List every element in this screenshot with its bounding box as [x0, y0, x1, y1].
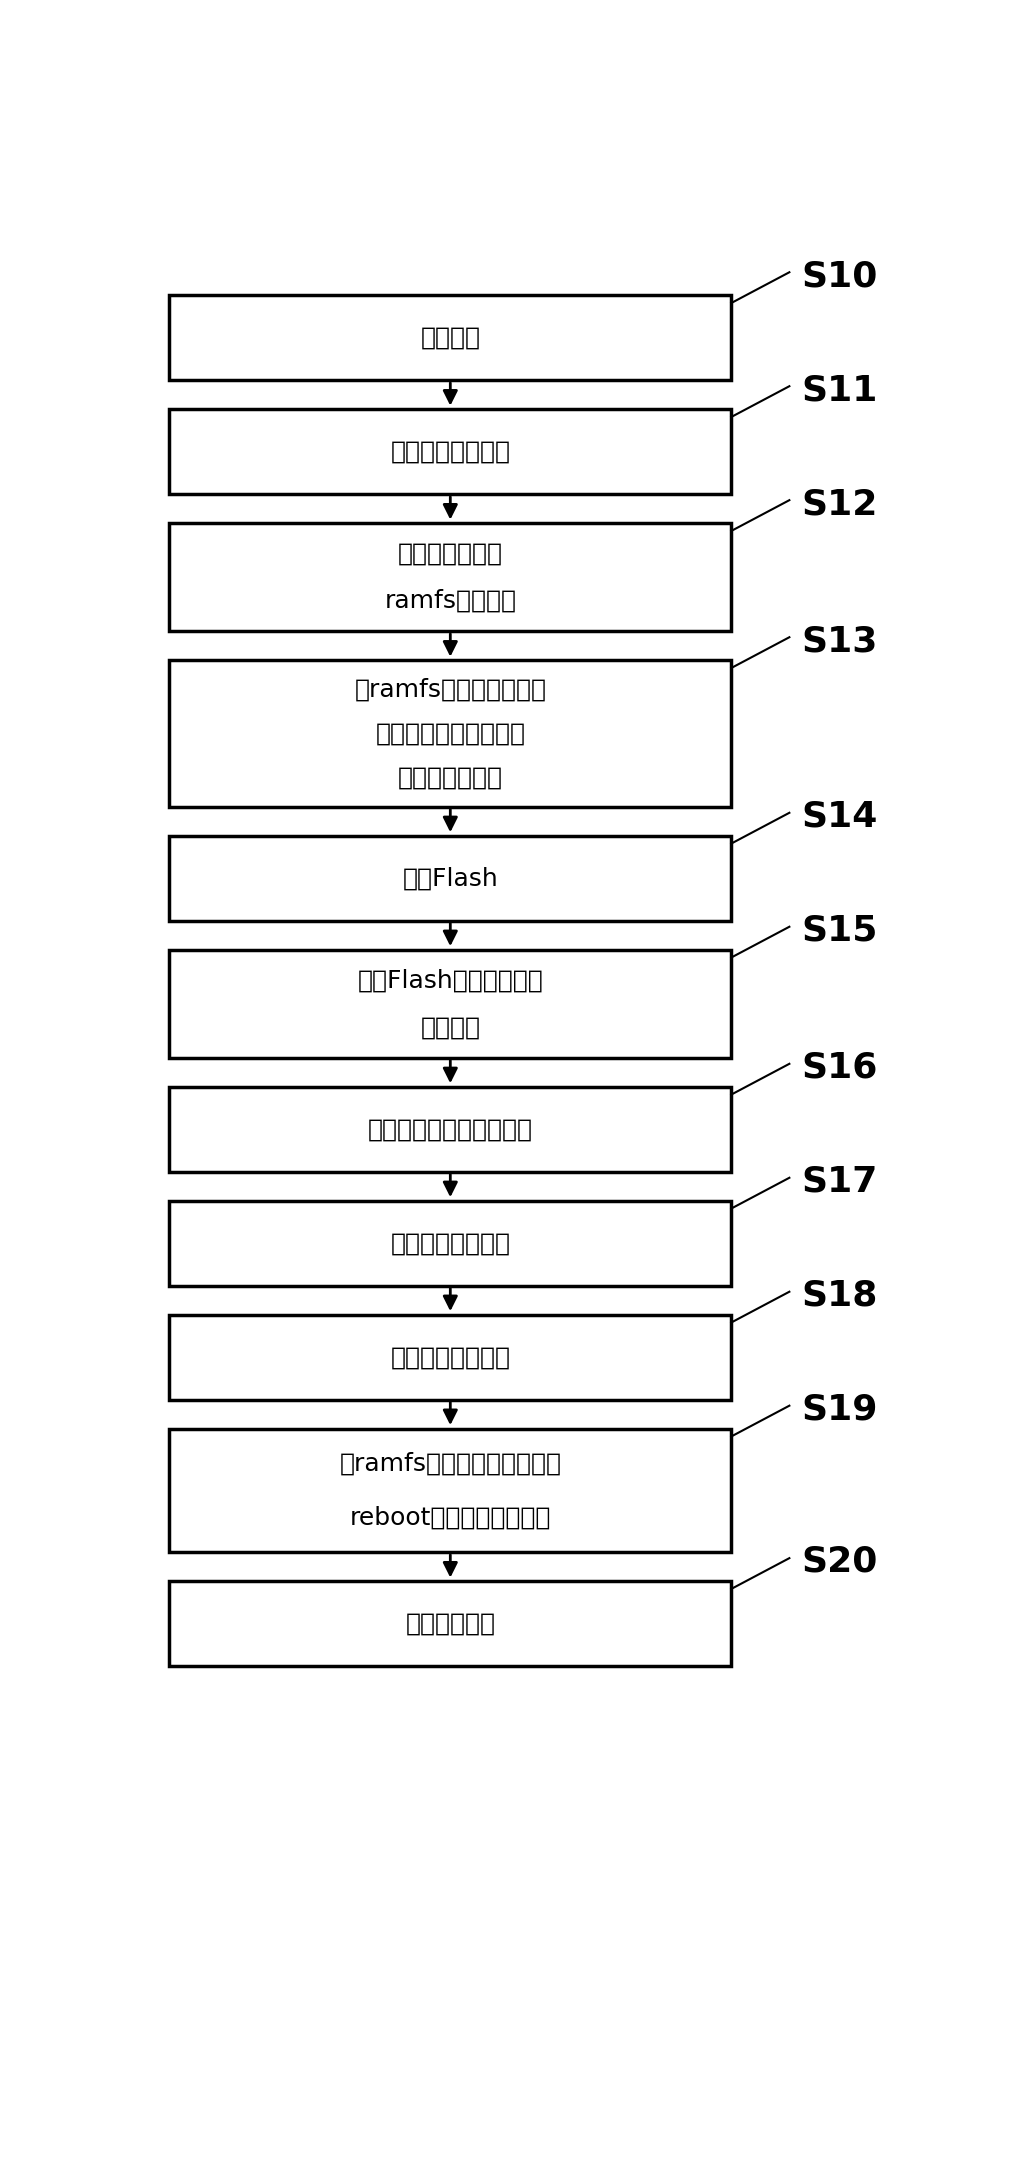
Text: 执行预设升级脚本: 执行预设升级脚本 — [390, 440, 510, 464]
Bar — [169, 1315, 731, 1399]
Text: S11: S11 — [801, 373, 877, 407]
Text: S17: S17 — [801, 1165, 877, 1198]
Bar — [169, 1430, 731, 1553]
Text: 在ramfs文件系统中直接输入: 在ramfs文件系统中直接输入 — [340, 1451, 562, 1475]
Text: 建一系列目录等: 建一系列目录等 — [397, 767, 503, 791]
Bar — [169, 1087, 731, 1172]
Text: S18: S18 — [801, 1278, 877, 1313]
Text: S14: S14 — [801, 799, 877, 834]
Text: ramfs文件系统: ramfs文件系统 — [384, 589, 516, 613]
Text: S10: S10 — [801, 260, 877, 292]
Bar — [169, 409, 731, 494]
Bar — [169, 1581, 731, 1666]
Text: 基本命令的软链接，创: 基本命令的软链接，创 — [375, 721, 525, 745]
Text: S15: S15 — [801, 914, 877, 947]
Text: S19: S19 — [801, 1393, 877, 1427]
Text: 打开Flash: 打开Flash — [403, 866, 498, 890]
Bar — [169, 951, 731, 1057]
Text: S16: S16 — [801, 1051, 877, 1085]
Text: 设备重启成功: 设备重启成功 — [406, 1612, 495, 1635]
Text: 开始升级: 开始升级 — [421, 325, 481, 349]
Text: S20: S20 — [801, 1544, 877, 1579]
Text: S12: S12 — [801, 487, 877, 522]
Bar — [169, 661, 731, 806]
Text: 擦写Flash并写入对应的: 擦写Flash并写入对应的 — [358, 968, 544, 992]
Text: S13: S13 — [801, 624, 877, 658]
Bar — [169, 836, 731, 921]
Text: 固件文件: 固件文件 — [421, 1016, 481, 1040]
Text: 在内存空间创建: 在内存空间创建 — [397, 542, 503, 565]
Text: 在ramfs文件系统中增加: 在ramfs文件系统中增加 — [354, 678, 547, 702]
Text: 校验写入的文件是否损坏: 校验写入的文件是否损坏 — [368, 1118, 532, 1141]
Text: reboot命令或者关闭喂狗: reboot命令或者关闭喂狗 — [350, 1505, 551, 1529]
Bar — [169, 1200, 731, 1287]
Bar — [169, 524, 731, 630]
Text: 完成升级烧写过程: 完成升级烧写过程 — [390, 1230, 510, 1256]
Bar — [169, 295, 731, 379]
Text: 备份固件配置文件: 备份固件配置文件 — [390, 1345, 510, 1369]
